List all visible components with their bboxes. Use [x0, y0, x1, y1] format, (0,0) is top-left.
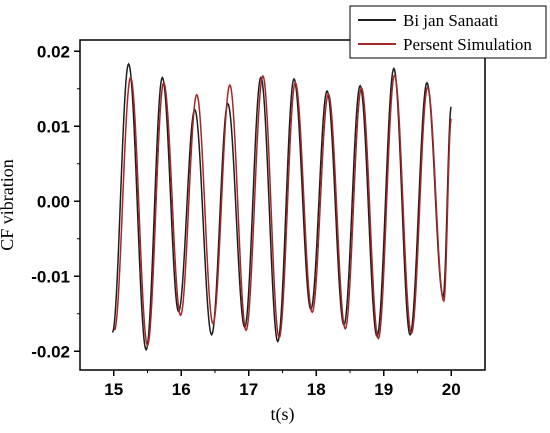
legend-label-bijan: Bi jan Sanaati	[403, 11, 499, 30]
y-tick-label: 0.01	[37, 117, 70, 136]
x-tick-label: 16	[172, 380, 191, 399]
x-tick-label: 17	[239, 380, 258, 399]
data-curves	[111, 62, 452, 352]
x-tick-label: 19	[374, 380, 393, 399]
x-tick-label: 18	[307, 380, 326, 399]
y-tick-label: 0.02	[37, 42, 70, 61]
x-axis: 15 16 17 18 19 20	[104, 370, 461, 399]
x-axis-title: t(s)	[271, 404, 295, 425]
legend: Bi jan Sanaati Persent Simulation	[349, 5, 547, 59]
series-line-bijan	[111, 62, 452, 352]
legend-box	[349, 5, 547, 59]
x-tick-label: 20	[442, 380, 461, 399]
y-axis-title: CF vibration	[0, 159, 17, 251]
y-tick-label: -0.02	[31, 342, 70, 361]
y-axis: 0.02 0.01 0.00 -0.01 -0.02	[31, 42, 80, 361]
y-tick-label: -0.01	[31, 267, 70, 286]
series-line-simulation	[113, 73, 452, 347]
legend-label-simulation: Persent Simulation	[403, 35, 532, 54]
y-tick-label: 0.00	[37, 192, 70, 211]
x-tick-label: 15	[104, 380, 123, 399]
